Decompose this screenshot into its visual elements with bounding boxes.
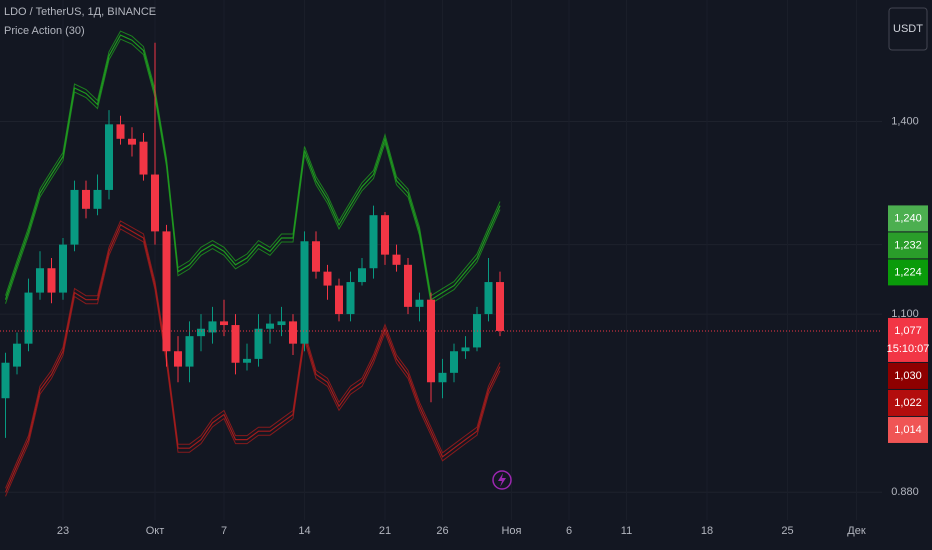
candle-body xyxy=(93,189,102,209)
candle-body xyxy=(358,268,366,283)
candle-body xyxy=(185,336,194,367)
band-edge xyxy=(5,220,501,489)
price-badge xyxy=(888,416,928,443)
candle-body xyxy=(174,351,182,367)
x-tick-label: 14 xyxy=(298,525,310,537)
axis: 1,4001,2001,1000.88023Окт7142126Ноя61118… xyxy=(57,115,930,537)
candle-body xyxy=(266,323,274,329)
candle-body xyxy=(427,299,435,383)
countdown: 15:10:07 xyxy=(887,343,930,355)
candle-body xyxy=(323,271,332,286)
chart-title: LDO / TetherUS, 1Д, BINANCE xyxy=(4,6,156,18)
candle-body xyxy=(312,241,320,272)
candle-body xyxy=(392,254,401,265)
price-badge xyxy=(888,362,928,389)
price-badge-label: 1,224 xyxy=(894,266,922,278)
price-badge-label: 1,022 xyxy=(894,397,922,409)
lightning xyxy=(498,473,506,487)
candle-body xyxy=(404,264,412,307)
x-tick-label: 26 xyxy=(436,525,448,537)
event-icon[interactable] xyxy=(492,470,512,490)
price-badge xyxy=(888,259,928,286)
candle-body xyxy=(128,138,136,145)
candle-body xyxy=(47,268,56,293)
candle-body xyxy=(346,282,355,315)
candle-body xyxy=(335,285,343,315)
candle-body xyxy=(496,282,504,331)
candle-body xyxy=(151,174,159,232)
plot xyxy=(0,30,882,497)
x-tick-label: 7 xyxy=(221,525,227,537)
currency-button[interactable] xyxy=(888,7,928,51)
candle-body xyxy=(369,215,378,269)
price-badge xyxy=(888,389,928,416)
band-edge xyxy=(5,228,501,497)
price-badge-label: 1,077 xyxy=(894,325,922,337)
price-badge xyxy=(888,317,928,362)
candle-body xyxy=(116,124,125,139)
x-tick-label: Ноя xyxy=(501,525,521,537)
candle-body xyxy=(277,321,286,326)
candle-body xyxy=(59,244,67,293)
candle-body xyxy=(13,343,21,367)
candle-body xyxy=(381,215,389,255)
price-badge-label: 1,030 xyxy=(894,370,922,382)
price-badge-label: 1,232 xyxy=(894,239,922,251)
candle-body xyxy=(289,321,297,344)
x-tick-label: Окт xyxy=(146,525,165,537)
x-tick-label: 25 xyxy=(781,525,793,537)
x-tick-label: 11 xyxy=(621,525,632,537)
band-line xyxy=(4,34,501,301)
candle-body xyxy=(1,362,10,399)
price-badge-label: 1,240 xyxy=(894,212,922,224)
candle-body xyxy=(105,124,113,190)
x-tick-label: 21 xyxy=(379,525,391,537)
candle-body xyxy=(208,321,217,333)
indicator-name: Price Action (30) xyxy=(4,25,85,37)
candle-body xyxy=(220,321,228,326)
price-badge xyxy=(888,232,928,259)
price-badge-label: 1,014 xyxy=(894,424,922,436)
candle-body xyxy=(70,189,79,245)
currency-label[interactable]: USDT xyxy=(893,23,923,35)
candle-body xyxy=(36,268,44,293)
candle-body xyxy=(24,292,33,344)
candle-body xyxy=(231,325,240,363)
candle-body xyxy=(139,141,148,175)
y-tick-label: 1,400 xyxy=(891,115,919,127)
price-badge xyxy=(888,205,928,232)
candle-body xyxy=(243,358,251,363)
grid xyxy=(0,120,882,493)
x-tick-label: 23 xyxy=(57,525,69,537)
candle-body xyxy=(82,189,90,209)
candle-body xyxy=(415,299,424,307)
band-line xyxy=(4,224,501,493)
y-tick-label: 0.880 xyxy=(891,486,919,498)
x-tick-label: 18 xyxy=(701,525,713,537)
candle-body xyxy=(197,328,205,337)
candle-body xyxy=(254,328,263,359)
candle-body xyxy=(300,241,309,344)
band-edge xyxy=(5,38,501,305)
band-edge xyxy=(5,30,501,297)
candle-body xyxy=(438,372,447,383)
candle-body xyxy=(461,347,470,352)
x-tick-label: Дек xyxy=(847,525,866,537)
x-tick-label: 6 xyxy=(566,525,572,537)
candle-body xyxy=(162,231,171,352)
y-tick-label: 1,100 xyxy=(891,308,919,320)
candle-body xyxy=(484,282,493,315)
candle-body xyxy=(450,351,458,373)
